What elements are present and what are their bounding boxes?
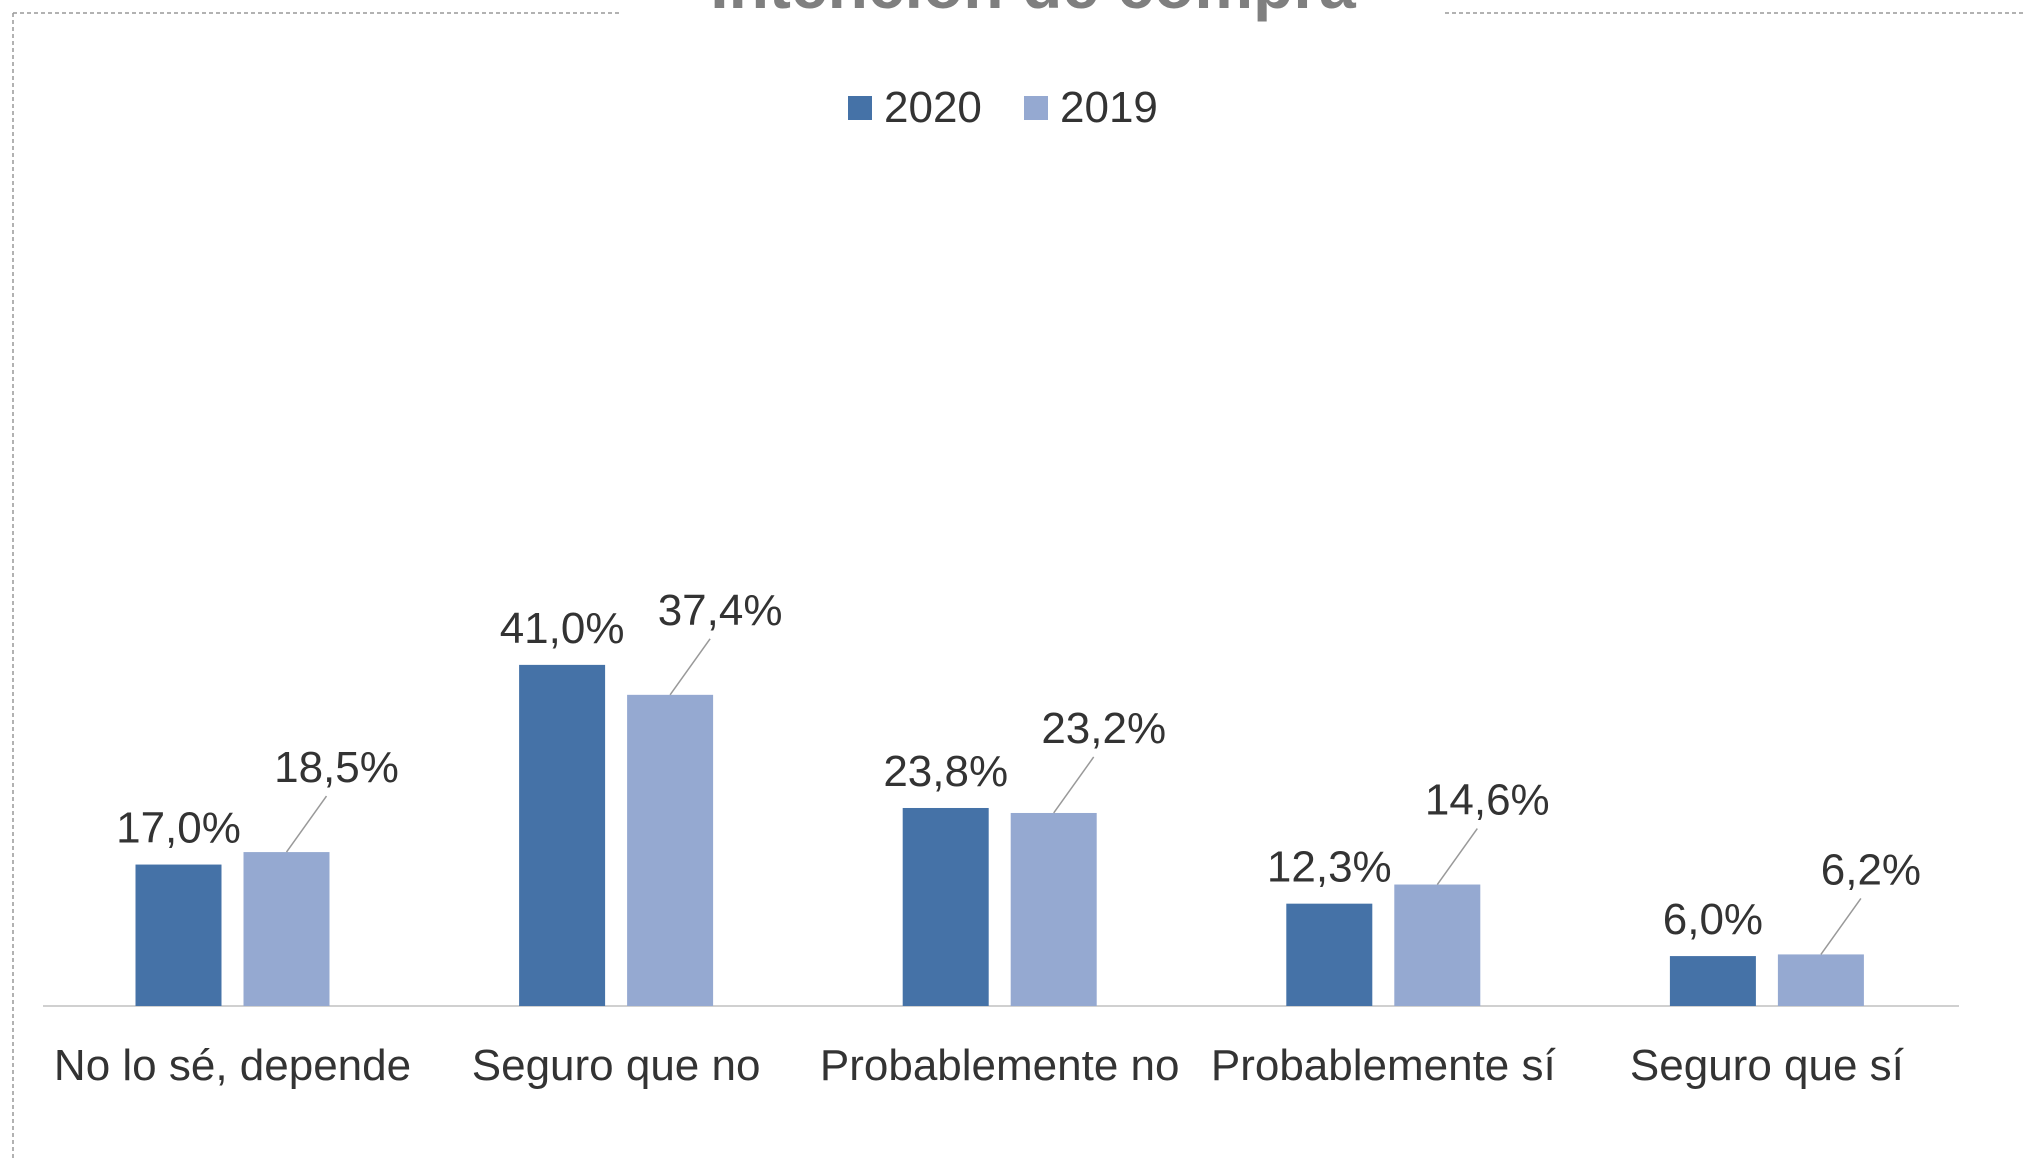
bar <box>1286 903 1373 1006</box>
bar <box>902 807 989 1006</box>
bar <box>1669 956 1756 1006</box>
data-label: 12,3% <box>1267 843 1392 892</box>
x-tick-label: Probablemente sí <box>1211 1041 1557 1090</box>
data-label: 17,0% <box>116 804 241 853</box>
bar <box>519 664 606 1006</box>
x-tick-label: Seguro que sí <box>1630 1041 1905 1090</box>
bar <box>243 852 330 1006</box>
bar <box>135 864 222 1006</box>
leader-line <box>669 638 711 696</box>
bar <box>1777 954 1864 1006</box>
bar <box>1394 884 1481 1006</box>
data-label: 6,0% <box>1663 895 1763 944</box>
chart-title: Intención de compra <box>710 0 1357 22</box>
data-label: 37,4% <box>658 586 783 635</box>
bar <box>627 694 714 1006</box>
leader-line <box>285 795 328 853</box>
legend-label: 2020 <box>884 83 982 132</box>
legend-label: 2019 <box>1060 83 1158 132</box>
data-label: 18,5% <box>274 743 399 792</box>
bar <box>1010 812 1097 1006</box>
leader-line <box>1820 897 1862 955</box>
data-label: 14,6% <box>1425 776 1550 825</box>
data-label: 41,0% <box>500 604 625 653</box>
legend-swatch <box>848 96 872 120</box>
legend-swatch <box>1024 96 1048 120</box>
leader-line <box>1436 828 1478 885</box>
x-tick-label: Probablemente no <box>820 1041 1180 1090</box>
x-tick-label: No lo sé, depende <box>54 1041 411 1090</box>
data-label: 6,2% <box>1821 845 1921 894</box>
x-tick-label: Seguro que no <box>472 1041 761 1090</box>
leader-line <box>1053 756 1095 814</box>
data-label: 23,2% <box>1041 704 1166 753</box>
data-label: 23,8% <box>883 747 1008 796</box>
